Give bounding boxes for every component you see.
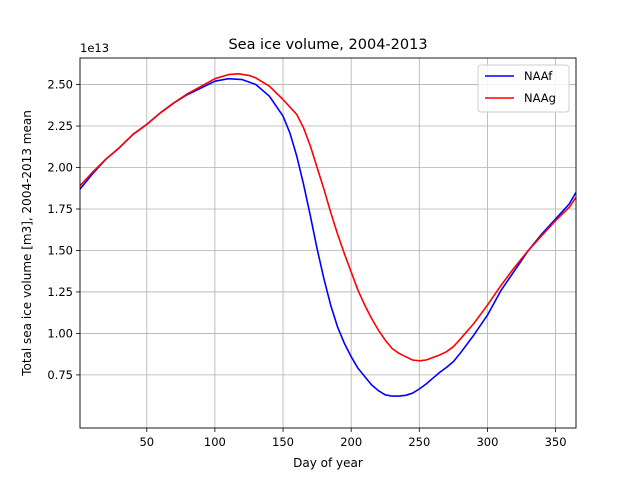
x-tick-label: 250 (408, 435, 430, 449)
x-tick-label: 200 (340, 435, 362, 449)
y-offset-label: 1e13 (80, 41, 109, 55)
y-tick-label: 0.75 (47, 368, 73, 382)
x-tick-label: 100 (204, 435, 226, 449)
y-tick-label: 2.25 (47, 119, 73, 133)
y-tick-label: 1.75 (47, 202, 73, 216)
y-tick-label: 1.25 (47, 285, 73, 299)
series-line-naag (79, 73, 577, 362)
x-axis-label: Day of year (293, 456, 363, 470)
legend-label-naaf: NAAf (524, 69, 553, 83)
chart-title: Sea ice volume, 2004-2013 (228, 37, 427, 53)
plot-frame (79, 57, 577, 429)
legend: NAAf NAAg (477, 64, 570, 113)
y-tick-label: 2.00 (47, 161, 73, 175)
y-tick-label: 2.50 (47, 78, 73, 92)
x-tick-label: 150 (272, 435, 294, 449)
x-tick-label: 350 (545, 435, 567, 449)
x-tick-label: 50 (139, 435, 154, 449)
y-axis-label: Total sea ice volume [m3], 2004-2013 mea… (20, 110, 34, 377)
axis-ticks: 50 100 150 200 250 300 350 0.75 1.00 1.25 1.50 1.75… (47, 78, 566, 449)
series-line-naaf (79, 77, 577, 397)
y-tick-label: 1.00 (47, 326, 73, 340)
x-tick-label: 300 (476, 435, 498, 449)
legend-label-naag: NAAg (524, 91, 556, 105)
y-tick-label: 1.50 (47, 243, 73, 257)
series-layer (79, 73, 577, 397)
